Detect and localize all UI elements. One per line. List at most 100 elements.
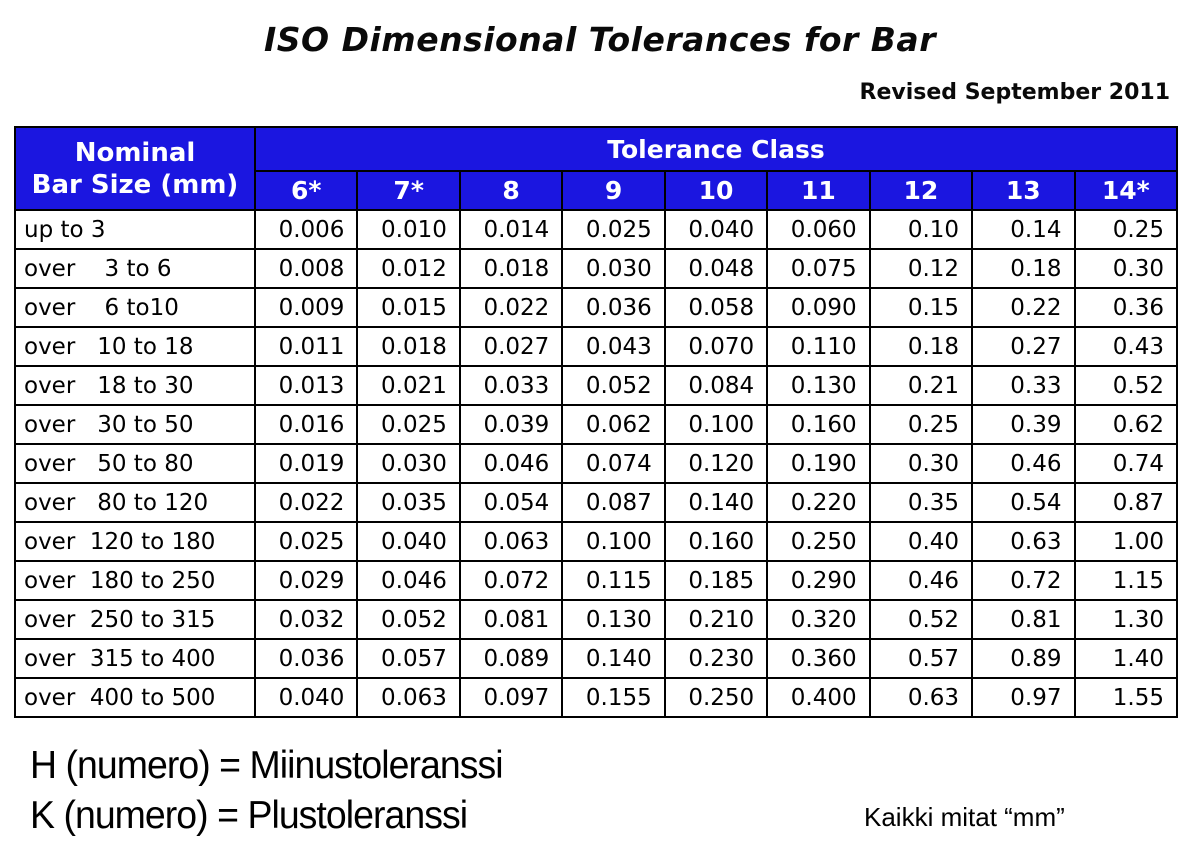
tolerance-value: 0.140 bbox=[663, 482, 769, 523]
tolerance-value: 0.22 bbox=[971, 287, 1076, 328]
table-row: over 50 to 80 0.019 0.030 0.046 0.074 0.120 0.… bbox=[14, 443, 1178, 484]
table-row: over 80 to 120 0.022 0.035 0.054 0.087 0.140 0… bbox=[14, 482, 1178, 523]
corner-header-nominal-bar-size: Nominal Bar Size (mm) bbox=[14, 126, 256, 211]
tolerance-value: 0.033 bbox=[458, 365, 564, 406]
tolerance-value: 0.025 bbox=[253, 521, 359, 562]
col-header-6: 6* bbox=[253, 170, 359, 211]
table-row: over 120 to 180 0.025 0.040 0.063 0.100 0.160… bbox=[14, 521, 1178, 562]
tolerance-value: 0.100 bbox=[663, 404, 769, 445]
tolerance-value: 0.62 bbox=[1073, 404, 1178, 445]
tolerance-value: 0.89 bbox=[971, 638, 1076, 679]
col-header-12: 12 bbox=[868, 170, 974, 211]
table-body: up to 3 0.006 0.010 0.014 0.025 0.040 0.060 0.1… bbox=[14, 209, 1178, 718]
tolerance-value: 0.006 bbox=[253, 209, 359, 250]
tolerance-value: 0.019 bbox=[253, 443, 359, 484]
tolerance-value: 0.075 bbox=[766, 248, 871, 289]
tolerance-value: 0.250 bbox=[663, 677, 769, 718]
tolerance-value: 0.250 bbox=[766, 521, 871, 562]
page-title: ISO Dimensional Tolerances for Bar bbox=[264, 20, 936, 59]
tolerance-value: 0.100 bbox=[561, 521, 666, 562]
tolerance-value: 0.084 bbox=[663, 365, 769, 406]
tolerance-value: 0.022 bbox=[253, 482, 359, 523]
tolerance-value: 0.021 bbox=[356, 365, 461, 406]
table-header: Nominal Bar Size (mm) Tolerance Class 6*… bbox=[14, 126, 1178, 211]
tolerance-value: 0.185 bbox=[663, 560, 769, 601]
row-label: over 10 to 18 bbox=[14, 326, 256, 367]
tolerance-value: 0.320 bbox=[766, 599, 871, 640]
tolerance-value: 0.018 bbox=[458, 248, 564, 289]
corner-header-line2: Bar Size (mm) bbox=[31, 169, 239, 200]
tolerance-value: 0.025 bbox=[561, 209, 666, 250]
table-row: over 3 to 6 0.008 0.012 0.018 0.030 0.048 0.07… bbox=[14, 248, 1178, 289]
col-header-11: 11 bbox=[766, 170, 871, 211]
col-header-13: 13 bbox=[971, 170, 1076, 211]
tolerance-value: 0.40 bbox=[868, 521, 974, 562]
row-label: over 250 to 315 bbox=[14, 599, 256, 640]
tolerance-value: 0.063 bbox=[458, 521, 564, 562]
tolerance-value: 1.00 bbox=[1073, 521, 1178, 562]
table-row: up to 3 0.006 0.010 0.014 0.025 0.040 0.060 0.1… bbox=[14, 209, 1178, 250]
tolerance-value: 0.30 bbox=[868, 443, 974, 484]
tolerance-value: 0.160 bbox=[663, 521, 769, 562]
tolerance-value: 1.40 bbox=[1073, 638, 1178, 679]
tolerance-value: 0.039 bbox=[458, 404, 564, 445]
row-label: over 180 to 250 bbox=[14, 560, 256, 601]
table-row: over 315 to 400 0.036 0.057 0.089 0.140 0.230… bbox=[14, 638, 1178, 679]
tolerance-value: 0.012 bbox=[356, 248, 461, 289]
tolerance-value: 0.120 bbox=[663, 443, 769, 484]
tolerance-value: 0.43 bbox=[1073, 326, 1178, 367]
tolerance-value: 0.18 bbox=[971, 248, 1076, 289]
tolerance-value: 0.018 bbox=[356, 326, 461, 367]
tolerance-value: 0.032 bbox=[253, 599, 359, 640]
tolerance-value: 1.55 bbox=[1073, 677, 1178, 718]
table-row: over 30 to 50 0.016 0.025 0.039 0.062 0.100 0.… bbox=[14, 404, 1178, 445]
tolerance-value: 0.14 bbox=[971, 209, 1076, 250]
tolerance-value: 0.15 bbox=[868, 287, 974, 328]
tolerance-value: 0.060 bbox=[766, 209, 871, 250]
tolerance-value: 0.010 bbox=[356, 209, 461, 250]
row-label: over 315 to 400 bbox=[14, 638, 256, 679]
tolerance-value: 0.063 bbox=[356, 677, 461, 718]
tolerance-value: 0.040 bbox=[253, 677, 359, 718]
tolerance-value: 0.062 bbox=[561, 404, 666, 445]
table-row: over 18 to 30 0.013 0.021 0.033 0.052 0.084 0.… bbox=[14, 365, 1178, 406]
tolerance-value: 0.290 bbox=[766, 560, 871, 601]
tolerance-value: 0.63 bbox=[971, 521, 1076, 562]
tolerance-value: 1.15 bbox=[1073, 560, 1178, 601]
tolerance-value: 0.360 bbox=[766, 638, 871, 679]
tolerance-value: 0.097 bbox=[458, 677, 564, 718]
col-header-8: 8 bbox=[458, 170, 564, 211]
tolerance-value: 0.12 bbox=[868, 248, 974, 289]
tolerance-value: 0.210 bbox=[663, 599, 769, 640]
tolerance-value: 0.46 bbox=[971, 443, 1076, 484]
tolerance-value: 0.058 bbox=[663, 287, 769, 328]
tolerance-value: 0.72 bbox=[971, 560, 1076, 601]
row-label: over 6 to10 bbox=[14, 287, 256, 328]
tolerance-value: 0.030 bbox=[561, 248, 666, 289]
row-label: over 30 to 50 bbox=[14, 404, 256, 445]
tolerance-value: 0.046 bbox=[356, 560, 461, 601]
tolerance-value: 0.36 bbox=[1073, 287, 1178, 328]
tolerance-value: 0.074 bbox=[561, 443, 666, 484]
tolerance-value: 0.070 bbox=[663, 326, 769, 367]
tolerance-value: 0.155 bbox=[561, 677, 666, 718]
table-row: over 6 to10 0.009 0.015 0.022 0.036 0.058 0.09… bbox=[14, 287, 1178, 328]
col-header-10: 10 bbox=[663, 170, 769, 211]
tolerance-value: 0.016 bbox=[253, 404, 359, 445]
tolerance-value: 0.52 bbox=[868, 599, 974, 640]
row-label: over 18 to 30 bbox=[14, 365, 256, 406]
tolerance-value: 0.39 bbox=[971, 404, 1076, 445]
tolerance-value: 0.57 bbox=[868, 638, 974, 679]
tolerance-value: 0.97 bbox=[971, 677, 1076, 718]
legend-h-minus-tolerance: H (numero) = Miinustoleranssi bbox=[30, 744, 504, 787]
tolerance-value: 0.040 bbox=[356, 521, 461, 562]
table-row: over 10 to 18 0.011 0.018 0.027 0.043 0.070 0.… bbox=[14, 326, 1178, 367]
tolerance-value: 0.046 bbox=[458, 443, 564, 484]
row-label: up to 3 bbox=[14, 209, 256, 250]
tolerance-value: 0.140 bbox=[561, 638, 666, 679]
row-label: over 120 to 180 bbox=[14, 521, 256, 562]
tolerance-value: 0.089 bbox=[458, 638, 564, 679]
col-header-14: 14* bbox=[1073, 170, 1178, 211]
table-row: over 250 to 315 0.032 0.052 0.081 0.130 0.210… bbox=[14, 599, 1178, 640]
tolerance-value: 0.090 bbox=[766, 287, 871, 328]
